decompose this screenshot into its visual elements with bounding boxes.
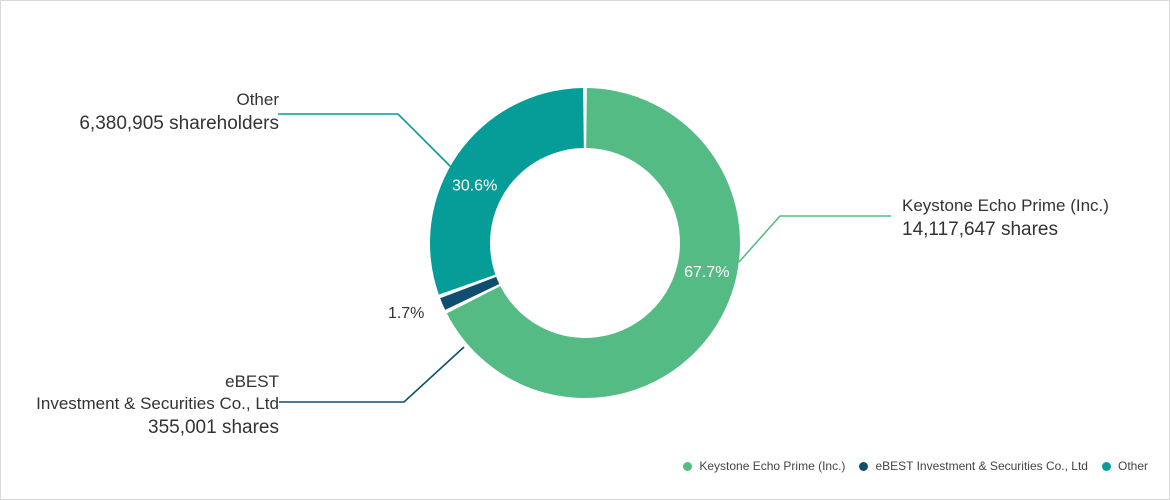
legend-label-other: Other <box>1117 459 1148 473</box>
legend-label-keystone: Keystone Echo Prime (Inc.) <box>699 459 846 473</box>
percent-label-other: 30.6% <box>452 177 497 194</box>
legend-item-other: Other <box>1101 459 1148 473</box>
legend-swatch-keystone <box>683 461 693 471</box>
callout-ebest-name-line2: Investment & Securities Co., Ltd <box>36 394 279 413</box>
chart-legend: Keystone Echo Prime (Inc.) eBEST Investm… <box>683 459 1148 473</box>
leader-line-ebest <box>279 346 465 403</box>
leader-line-keystone <box>738 215 891 263</box>
donut-slice-other <box>430 88 584 295</box>
leader-line-other <box>278 113 452 168</box>
callout-ebest: eBEST Investment & Securities Co., Ltd 3… <box>36 371 279 441</box>
donut-slice-ebest <box>440 276 500 310</box>
callout-keystone-name: Keystone Echo Prime (Inc.) <box>902 196 1109 215</box>
callout-other-name: Other <box>236 90 279 109</box>
callout-keystone-value: 14,117,647 shares <box>902 219 1058 240</box>
percent-label-keystone: 67.7% <box>684 264 729 281</box>
callout-other: Other 6,380,905 shareholders <box>79 89 279 137</box>
callout-ebest-value: 355,001 shares <box>148 417 279 438</box>
legend-item-keystone: Keystone Echo Prime (Inc.) <box>683 459 845 473</box>
leader-lines <box>278 113 891 403</box>
donut-slices <box>430 88 740 398</box>
donut-slice-keystone <box>446 88 740 398</box>
callout-other-value: 6,380,905 shareholders <box>79 113 279 134</box>
legend-swatch-other <box>1101 461 1111 471</box>
legend-label-ebest: eBEST Investment & Securities Co., Ltd <box>875 459 1088 473</box>
callout-keystone: Keystone Echo Prime (Inc.) 14,117,647 sh… <box>902 195 1109 243</box>
percent-label-ebest: 1.7% <box>388 305 424 322</box>
percent-labels: 67.7% 1.7% 30.6% <box>388 177 730 322</box>
legend-item-ebest: eBEST Investment & Securities Co., Ltd <box>859 459 1088 473</box>
callout-ebest-name-line1: eBEST <box>225 372 279 391</box>
legend-swatch-ebest <box>859 461 869 471</box>
